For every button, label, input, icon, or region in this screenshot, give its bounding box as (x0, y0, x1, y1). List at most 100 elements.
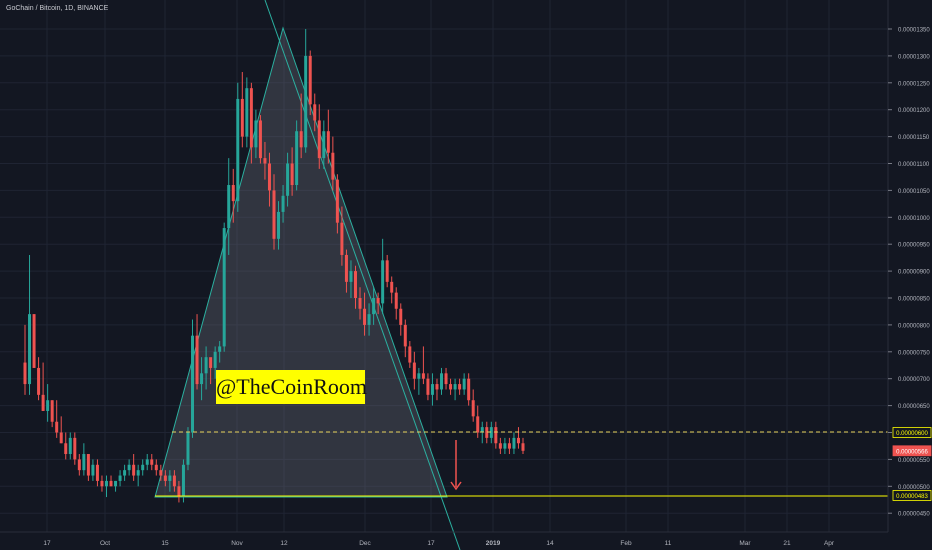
price-labels: 0.00000600 0.00000566 0.00000483 (892, 427, 932, 501)
y-tick-label: 0.00001150 (898, 135, 930, 141)
triangle-edge-extension (264, 0, 461, 550)
candle-body (367, 314, 371, 325)
candle-body (168, 475, 172, 481)
candle-body (186, 432, 190, 465)
candle-body (222, 228, 226, 347)
candle-body (516, 437, 520, 444)
candle-body (449, 384, 453, 390)
candle-body (408, 346, 412, 363)
candle-body (381, 260, 385, 304)
candle-body (467, 378, 471, 401)
candle-body (141, 464, 145, 471)
candle-body (91, 464, 95, 476)
candle-body (358, 298, 362, 309)
x-tick-label: Apr (824, 540, 835, 547)
candle-body (322, 131, 326, 159)
y-tick-label: 0.00000650 (898, 404, 930, 410)
candle-body (104, 480, 108, 487)
candle-body (426, 378, 430, 395)
x-tick-label: 21 (783, 540, 791, 547)
candle-body (394, 292, 398, 309)
candle-body (458, 384, 462, 390)
candle-body (50, 400, 54, 422)
candle-body (209, 357, 213, 368)
candle-body (37, 367, 41, 395)
candle-body (227, 185, 231, 229)
candle-body (159, 470, 163, 476)
candle-body (453, 384, 457, 390)
candle-body (231, 185, 235, 202)
price-label-box (892, 445, 932, 457)
y-tick-label: 0.00001250 (898, 81, 930, 87)
candle-body (272, 190, 276, 239)
candle-body (254, 120, 258, 148)
candle-body (421, 373, 425, 379)
candle-body (498, 443, 502, 449)
y-tick-label: 0.00001050 (898, 189, 930, 195)
candle-body (213, 351, 217, 368)
candle-body (403, 324, 407, 347)
y-tick-label: 0.00000450 (898, 512, 930, 518)
candle-body (245, 88, 249, 137)
candle-body (313, 104, 317, 121)
candle-body (200, 373, 204, 385)
candle-body (485, 427, 489, 438)
x-tick-label: Mar (739, 540, 751, 547)
candle-body (435, 384, 439, 390)
price-label-box (892, 490, 932, 501)
candle-body (195, 335, 199, 385)
price-label-text: 0.00000600 (896, 431, 928, 437)
candle-body (100, 480, 104, 487)
candle-body (344, 254, 348, 282)
candle-body (46, 400, 50, 411)
candle-body (150, 459, 154, 465)
watermark-label: @TheCoinRoom (216, 370, 367, 404)
x-tick-label: 11 (665, 540, 672, 547)
candle-body (331, 152, 335, 180)
candle-body (335, 179, 339, 223)
candle-body (363, 308, 367, 325)
candlestick-series (23, 29, 525, 503)
candle-body (340, 222, 344, 255)
candle-body (462, 378, 466, 390)
candle-body (304, 55, 308, 148)
candle-body (118, 475, 122, 481)
x-tick-label: Nov (231, 540, 243, 547)
chart-title: GoChain / Bitcoin, 1D, BINANCE (6, 5, 109, 12)
y-tick-label: 0.00001300 (898, 54, 930, 60)
candle-body (349, 271, 353, 282)
candle-body (480, 427, 484, 433)
candle-body (64, 443, 68, 455)
candle-body (444, 373, 448, 385)
price-label-text: 0.00000483 (896, 494, 928, 500)
x-tick-label: 17 (427, 540, 435, 547)
candle-body (191, 335, 195, 433)
candle-body (172, 475, 176, 487)
candle-body (430, 384, 434, 395)
y-tick-label: 0.00000800 (898, 323, 930, 329)
candle-body (299, 131, 303, 148)
price-axis[interactable]: 0.00001350 0.00001300 0.00001250 0.00001200… (888, 28, 930, 518)
y-tick-label: 0.00001100 (898, 162, 930, 168)
x-tick-label: Dec (359, 540, 371, 547)
candle-body (353, 271, 357, 298)
candle-body (417, 373, 421, 379)
candle-body (440, 373, 444, 390)
candle-body (521, 443, 525, 451)
candle-body (503, 443, 507, 449)
y-tick-label: 0.00000850 (898, 297, 930, 303)
candle-body (240, 98, 244, 137)
x-tick-label: 2019 (486, 540, 501, 547)
candle-body (399, 308, 403, 325)
candle-body (507, 443, 511, 449)
y-tick-label: 0.00000550 (898, 458, 930, 464)
candle-body (376, 298, 380, 304)
candle-body (476, 416, 480, 433)
candle-body (295, 131, 299, 186)
y-tick-label: 0.00001000 (898, 216, 930, 222)
candle-body (181, 464, 185, 498)
candle-body (471, 400, 475, 417)
candle-body (95, 464, 99, 481)
time-axis[interactable]: 17 Oct 15 Nov 12 Dec 17 2019 14 Feb 11 Mar 21 Apr (43, 540, 835, 547)
